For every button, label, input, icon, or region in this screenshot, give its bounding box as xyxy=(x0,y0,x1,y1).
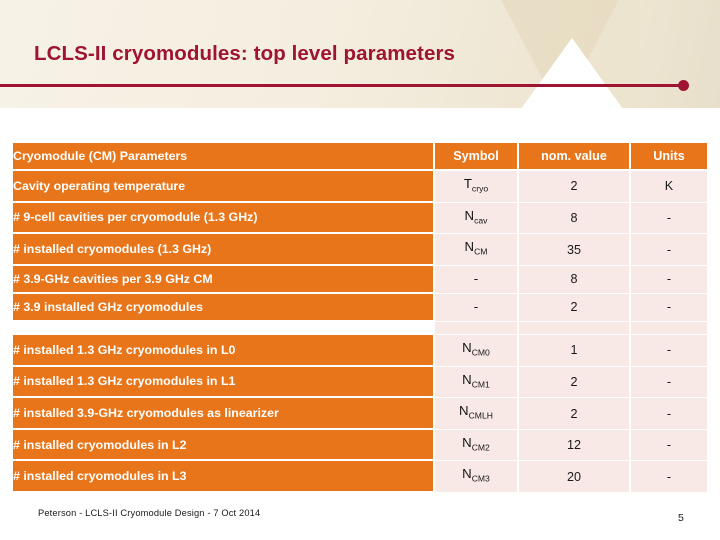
divider-end-dot-icon xyxy=(678,80,689,91)
cell-symbol: Tcryo xyxy=(433,171,517,203)
symbol-text: NCM2 xyxy=(462,434,490,453)
title-divider-rule xyxy=(0,84,684,87)
cell-parameter: # 3.9-GHz cavities per 3.9 GHz CM xyxy=(13,265,433,294)
header-decoration-band xyxy=(0,0,720,108)
cell-units: - xyxy=(629,202,707,235)
cell-value: 12 xyxy=(517,429,629,462)
cell-units: K xyxy=(629,171,707,203)
cell-units: - xyxy=(629,366,707,399)
symbol-base: - xyxy=(473,299,479,315)
symbol-base: N xyxy=(462,339,472,355)
symbol-text: NCM xyxy=(464,239,488,257)
symbol-subscript: CM xyxy=(474,246,488,257)
cell-value: 2 xyxy=(517,293,629,322)
cell-symbol: - xyxy=(433,265,517,294)
cell-parameter: # installed 1.3 GHz cryomodules in L0 xyxy=(13,334,433,367)
watermark-band-right xyxy=(640,0,720,108)
table-row: # installed 1.3 GHz cryomodules in L1 NCM… xyxy=(13,366,707,399)
symbol-subscript: CM3 xyxy=(471,474,490,485)
symbol-text: NCMLH xyxy=(459,403,493,421)
cell-value: 20 xyxy=(517,461,629,494)
cell-value: 2 xyxy=(517,366,629,399)
column-header-symbol: Symbol xyxy=(433,143,517,171)
symbol-text: Tcryo xyxy=(463,176,489,194)
cell-value: 2 xyxy=(517,171,629,203)
cell-parameter: # installed cryomodules in L2 xyxy=(13,429,433,462)
table-row: # installed cryomodules (1.3 GHz) NCM 35- xyxy=(13,234,707,266)
cell-symbol: NCMLH xyxy=(433,398,517,430)
symbol-base: - xyxy=(473,271,479,287)
cell-symbol: NCM0 xyxy=(433,334,517,367)
symbol-text: NCM3 xyxy=(462,466,490,485)
column-header-value: nom. value xyxy=(517,143,629,171)
symbol-base: N xyxy=(462,371,472,387)
footer-attribution: Peterson - LCLS-II Cryomodule Design - 7… xyxy=(38,508,261,518)
symbol-text: NCM1 xyxy=(462,371,490,390)
cell-value: 1 xyxy=(517,334,629,367)
symbol-subscript: CMLH xyxy=(468,410,493,421)
cell-symbol-empty xyxy=(433,321,517,335)
cell-value: 35 xyxy=(517,234,629,266)
cell-value: 8 xyxy=(517,202,629,235)
cell-parameter: # 9-cell cavities per cryomodule (1.3 GH… xyxy=(13,202,433,235)
cell-units: - xyxy=(629,265,707,294)
column-header-units: Units xyxy=(629,143,707,171)
cell-symbol: NCM xyxy=(433,234,517,266)
page-number: 5 xyxy=(678,512,684,524)
parameters-table: Cryomodule (CM) Parameters Symbol nom. val… xyxy=(13,143,707,494)
cell-parameter: # installed 3.9-GHz cryomodules as linea… xyxy=(13,398,433,430)
symbol-subscript: CM0 xyxy=(471,347,490,358)
table-row: # installed 3.9-GHz cryomodules as linea… xyxy=(13,398,707,430)
table-row: # 3.9 installed GHz cryomodules -2- xyxy=(13,293,707,322)
cell-symbol: NCM1 xyxy=(433,366,517,399)
symbol-subscript: cav xyxy=(474,215,488,226)
cell-units-empty xyxy=(629,321,707,335)
cell-parameter: # installed cryomodules (1.3 GHz) xyxy=(13,234,433,266)
cell-value: 2 xyxy=(517,398,629,430)
cell-symbol: NCM2 xyxy=(433,429,517,462)
cell-symbol: NCM3 xyxy=(433,461,517,494)
cell-parameter: Cavity operating temperature xyxy=(13,171,433,203)
table-row: # 9-cell cavities per cryomodule (1.3 GH… xyxy=(13,202,707,235)
table-row: # installed 1.3 GHz cryomodules in L0 NCM… xyxy=(13,334,707,367)
table-row: # installed cryomodules in L2 NCM2 12- xyxy=(13,429,707,462)
table-row: # 3.9-GHz cavities per 3.9 GHz CM -8- xyxy=(13,265,707,294)
column-header-parameter: Cryomodule (CM) Parameters xyxy=(13,143,433,171)
symbol-text: NCM0 xyxy=(462,339,490,358)
symbol-base: N xyxy=(464,207,475,223)
symbol-subscript: cryo xyxy=(471,183,489,194)
symbol-text: Ncav xyxy=(464,207,488,226)
cell-parameter: # installed 1.3 GHz cryomodules in L1 xyxy=(13,366,433,399)
cell-value: 8 xyxy=(517,265,629,294)
cell-units: - xyxy=(629,293,707,322)
cell-units: - xyxy=(629,398,707,430)
table-header-row: Cryomodule (CM) Parameters Symbol nom. val… xyxy=(13,143,707,171)
cell-value-empty xyxy=(517,321,629,335)
parameters-table-container: Cryomodule (CM) Parameters Symbol nom. val… xyxy=(13,143,707,494)
symbol-text: - xyxy=(474,271,478,286)
row-spacer-cell xyxy=(13,321,433,335)
cell-parameter: # 3.9 installed GHz cryomodules xyxy=(13,293,433,322)
symbol-base: N xyxy=(462,434,472,450)
cell-symbol: Ncav xyxy=(433,202,517,235)
cell-units: - xyxy=(629,461,707,494)
cell-units: - xyxy=(629,334,707,367)
cell-parameter: # installed cryomodules in L3 xyxy=(13,461,433,494)
cell-units: - xyxy=(629,429,707,462)
symbol-base: N xyxy=(459,403,469,419)
symbol-base: N xyxy=(464,239,475,255)
page-title: LCLS-II cryomodules: top level parameter… xyxy=(34,42,456,65)
watermark-triangle-up xyxy=(516,38,628,108)
cell-symbol: - xyxy=(433,293,517,322)
table-row: # installed cryomodules in L3 NCM3 20- xyxy=(13,461,707,494)
table-spacer-row xyxy=(13,321,707,335)
symbol-subscript: CM1 xyxy=(471,379,490,390)
cell-units: - xyxy=(629,234,707,266)
symbol-text: - xyxy=(474,299,478,314)
table-row: Cavity operating temperature Tcryo 2 K xyxy=(13,171,707,203)
symbol-subscript: CM2 xyxy=(471,442,490,453)
symbol-base: T xyxy=(463,176,472,191)
symbol-base: N xyxy=(462,466,472,482)
